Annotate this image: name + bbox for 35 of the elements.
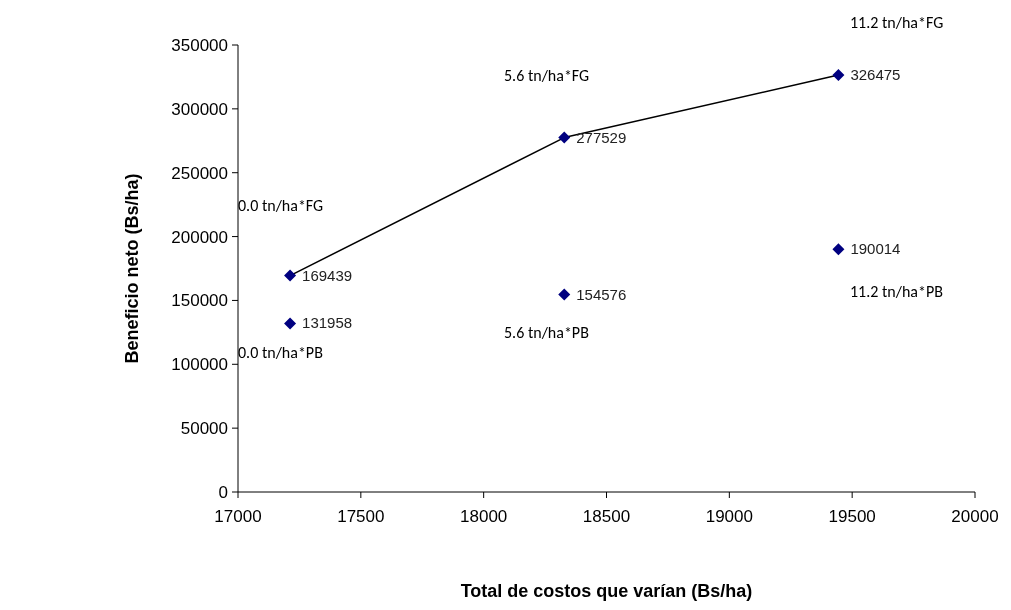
point (558, 131, 571, 144)
y-tick-label: 300000 (171, 99, 228, 119)
x-tick-label: 17500 (337, 507, 385, 526)
y-tick-label: 0 (218, 483, 228, 502)
data-label: 326475 (850, 66, 901, 84)
data-label: 131958 (302, 314, 353, 332)
x-axis-title: Total de costos que varían (Bs/ha) (460, 581, 753, 601)
data-label: 277529 (576, 128, 627, 146)
x-tick-label: 18500 (582, 507, 631, 526)
y-tick-label: 150000 (171, 291, 228, 311)
point (558, 288, 571, 301)
y-tick-label: 350000 (171, 36, 228, 55)
data-label: 190014 (850, 240, 901, 258)
y-tick-label: 50000 (180, 419, 228, 439)
point (832, 243, 845, 256)
x-tick-label: 19000 (705, 507, 753, 526)
x-tick-label: 20000 (951, 507, 999, 526)
x-tick-label: 17000 (214, 507, 262, 526)
data-label: 169439 (302, 266, 353, 284)
y-tick-label: 200000 (171, 227, 228, 247)
annotation: 5.6 tn/ha*FG (504, 66, 590, 85)
point (284, 269, 297, 282)
y-tick-label: 100000 (171, 355, 228, 375)
y-axis-title: Beneficio neto (Bs/ha) (122, 173, 142, 364)
annotation: 0.0 tn/ha*PB (238, 343, 324, 362)
point (284, 317, 297, 330)
annotation: 11.2 tn/ha*PB (850, 282, 944, 301)
data-label: 154576 (576, 285, 627, 303)
x-tick-label: 19500 (828, 507, 876, 526)
annotation: 0.0 tn/ha*FG (238, 196, 324, 215)
y-tick-label: 250000 (171, 163, 228, 183)
x-tick-label: 18000 (460, 507, 508, 526)
annotation: 5.6 tn/ha*PB (504, 323, 590, 342)
point (832, 69, 845, 82)
text: 11.2 tn/ha*FG (850, 13, 944, 32)
